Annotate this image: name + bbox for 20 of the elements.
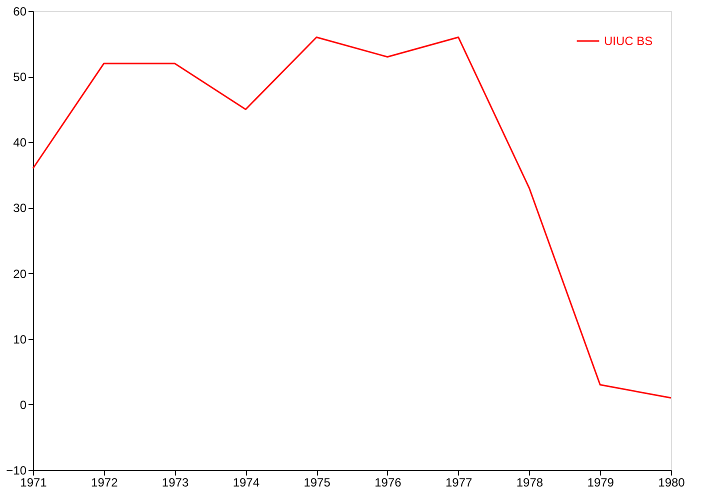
y-tick-label: 20 (13, 266, 27, 281)
x-tick-label: 1971 (20, 476, 48, 490)
x-tick-label: 1979 (587, 476, 614, 490)
x-tick-label: 1977 (445, 476, 473, 490)
legend-label: UIUC BS (604, 34, 653, 48)
y-tick-label: 0 (20, 398, 27, 412)
x-tick-label: 1974 (232, 476, 260, 490)
y-tick-label: 60 (13, 4, 27, 18)
x-tick-label: 1976 (374, 476, 402, 490)
y-tick-label: 10 (13, 332, 27, 346)
y-tick-label: −10 (6, 464, 27, 478)
x-tick-label: 1978 (516, 476, 544, 490)
x-tick-label: 1973 (162, 476, 189, 490)
x-tick-label: 1980 (658, 476, 686, 490)
x-tick-label: 1975 (304, 476, 331, 490)
y-tick-label: 50 (13, 70, 27, 84)
x-tick-label: 1972 (91, 476, 118, 490)
y-tick-label: 40 (13, 136, 27, 150)
y-tick-label: 30 (13, 201, 27, 216)
line-series (32, 36, 672, 399)
